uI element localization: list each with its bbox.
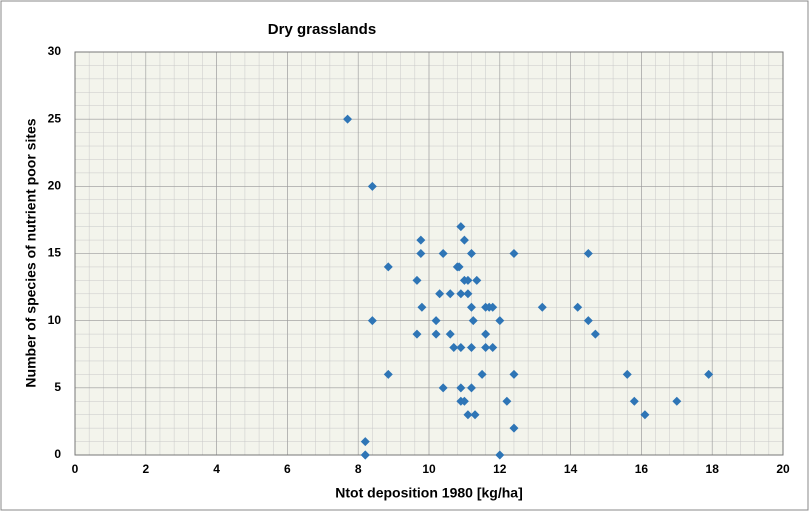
scatter-point [502, 396, 512, 406]
scatter-point [463, 289, 473, 299]
scatter-point [459, 396, 469, 406]
y-tick-label: 0 [54, 447, 61, 461]
scatter-point [456, 383, 466, 393]
x-tick-label: 10 [422, 462, 436, 476]
scatter-point [583, 249, 593, 258]
scatter-point [509, 249, 519, 258]
scatter-point [412, 275, 422, 285]
y-tick-label: 5 [54, 380, 61, 394]
scatter-point [449, 343, 459, 353]
scatter-point [468, 316, 478, 326]
scatter-point [509, 423, 519, 433]
plot-border [74, 51, 784, 456]
scatter-point [466, 343, 476, 353]
scatter-point [466, 302, 476, 312]
y-tick-label: 10 [48, 313, 62, 327]
x-tick-label: 4 [213, 462, 220, 476]
scatter-point [573, 302, 583, 312]
scatter-point [383, 262, 393, 272]
scatter-point [466, 249, 476, 258]
y-tick-label: 30 [48, 44, 62, 58]
scatter-point [463, 275, 473, 285]
x-tick-label: 2 [142, 462, 149, 476]
scatter-point [481, 329, 491, 339]
scatter-point [495, 450, 505, 460]
scatter-point [383, 369, 393, 379]
scatter-point [416, 249, 426, 258]
scatter-point [431, 329, 441, 339]
y-tick-label: 25 [48, 111, 62, 125]
x-tick-label: 6 [284, 462, 291, 476]
y-tick-label: 20 [48, 179, 62, 193]
scatter-point [367, 181, 377, 191]
scatter-point [509, 369, 519, 379]
x-tick-label: 14 [564, 462, 578, 476]
scatter-point [438, 249, 448, 258]
scatter-point [459, 235, 469, 245]
scatter-point [445, 329, 455, 339]
x-tick-label: 16 [635, 462, 649, 476]
scatter-point [477, 369, 487, 379]
scatter-point [640, 410, 650, 420]
scatter-point [488, 343, 498, 353]
scatter-point [412, 329, 422, 339]
scatter-point [445, 289, 455, 299]
scatter-point [466, 383, 476, 393]
scatter-point [472, 275, 482, 285]
scatter-point [343, 114, 353, 124]
x-axis-label: Ntot deposition 1980 [kg/ha] [335, 485, 522, 501]
scatter-point [629, 396, 639, 406]
scatter-point [456, 343, 466, 353]
scatter-point [590, 329, 600, 339]
scatter-point [367, 316, 377, 326]
x-tick-label: 20 [776, 462, 790, 476]
scatter-point [435, 289, 445, 299]
scatter-point [431, 316, 441, 326]
scatter-point [416, 235, 426, 245]
x-tick-label: 18 [706, 462, 720, 476]
scatter-point [417, 302, 427, 312]
scatter-point [454, 262, 464, 272]
scatter-point [360, 437, 370, 447]
chart-title: Dry grasslands [268, 21, 376, 38]
scatter-point [438, 383, 448, 393]
scatter-point [488, 302, 498, 312]
y-tick-label: 15 [48, 246, 62, 260]
scatter-point [470, 410, 480, 420]
x-tick-label: 8 [355, 462, 362, 476]
scatter-point [463, 410, 473, 420]
scatter-point [456, 222, 466, 232]
scatter-point [456, 289, 466, 299]
scatter-point [704, 369, 714, 379]
scatter-point [622, 369, 632, 379]
x-tick-label: 12 [493, 462, 507, 476]
scatter-point [360, 450, 370, 460]
scatter-point [583, 316, 593, 326]
scatter-point [481, 343, 491, 353]
x-tick-label: 0 [72, 462, 79, 476]
scatter-point [537, 302, 547, 312]
scatter-point [495, 316, 505, 326]
y-axis-label: Number of species of nutrient poor sites [23, 118, 39, 387]
scatter-point [672, 396, 682, 406]
